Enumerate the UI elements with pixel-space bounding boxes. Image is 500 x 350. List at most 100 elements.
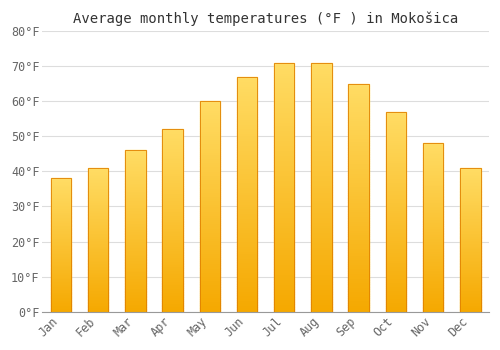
Bar bbox=[423, 192, 444, 194]
Bar bbox=[348, 252, 369, 255]
Bar bbox=[460, 273, 480, 274]
Bar bbox=[125, 220, 146, 221]
Bar bbox=[274, 85, 294, 88]
Bar bbox=[348, 275, 369, 278]
Bar bbox=[200, 175, 220, 177]
Bar bbox=[88, 184, 108, 185]
Bar bbox=[237, 284, 258, 286]
Bar bbox=[274, 130, 294, 132]
Bar bbox=[460, 230, 480, 231]
Bar bbox=[88, 270, 108, 272]
Bar bbox=[125, 228, 146, 230]
Bar bbox=[51, 299, 71, 300]
Bar bbox=[125, 176, 146, 178]
Bar bbox=[237, 258, 258, 260]
Bar bbox=[51, 190, 71, 192]
Bar bbox=[162, 279, 183, 281]
Bar bbox=[162, 140, 183, 142]
Bar bbox=[162, 153, 183, 155]
Bar bbox=[125, 210, 146, 212]
Bar bbox=[423, 265, 444, 266]
Bar bbox=[348, 120, 369, 122]
Bar bbox=[51, 266, 71, 268]
Bar bbox=[51, 253, 71, 254]
Bar bbox=[88, 237, 108, 238]
Bar bbox=[237, 187, 258, 189]
Bar bbox=[200, 236, 220, 238]
Bar bbox=[200, 221, 220, 223]
Bar bbox=[51, 294, 71, 296]
Bar bbox=[51, 204, 71, 205]
Bar bbox=[200, 200, 220, 202]
Bar bbox=[162, 135, 183, 136]
Bar bbox=[460, 231, 480, 233]
Bar bbox=[237, 251, 258, 253]
Bar bbox=[423, 260, 444, 261]
Bar bbox=[348, 241, 369, 243]
Bar bbox=[51, 307, 71, 308]
Bar bbox=[125, 170, 146, 171]
Bar bbox=[311, 270, 332, 272]
Bar bbox=[162, 281, 183, 282]
Bar bbox=[348, 209, 369, 211]
Bar bbox=[88, 221, 108, 223]
Bar bbox=[51, 243, 71, 244]
Bar bbox=[51, 304, 71, 305]
Bar bbox=[274, 165, 294, 167]
Bar bbox=[125, 168, 146, 170]
Bar bbox=[237, 218, 258, 220]
Bar bbox=[237, 110, 258, 112]
Bar bbox=[274, 180, 294, 182]
Bar bbox=[125, 246, 146, 247]
Bar bbox=[423, 163, 444, 165]
Bar bbox=[88, 286, 108, 287]
Bar bbox=[125, 209, 146, 210]
Bar bbox=[51, 260, 71, 261]
Bar bbox=[200, 145, 220, 147]
Bar bbox=[200, 219, 220, 221]
Bar bbox=[125, 178, 146, 180]
Bar bbox=[237, 114, 258, 117]
Bar bbox=[237, 197, 258, 199]
Bar bbox=[51, 264, 71, 265]
Bar bbox=[237, 166, 258, 168]
Bar bbox=[200, 135, 220, 137]
Bar bbox=[348, 189, 369, 191]
Bar bbox=[274, 287, 294, 289]
Bar bbox=[125, 204, 146, 205]
Bar bbox=[460, 214, 480, 215]
Bar bbox=[311, 160, 332, 162]
Bar bbox=[311, 225, 332, 227]
Bar bbox=[88, 212, 108, 214]
Bar bbox=[237, 194, 258, 197]
Bar bbox=[162, 155, 183, 157]
Bar bbox=[162, 186, 183, 188]
Bar bbox=[88, 185, 108, 187]
Bar bbox=[125, 249, 146, 251]
Bar bbox=[51, 273, 71, 274]
Bar bbox=[200, 213, 220, 215]
Bar bbox=[274, 309, 294, 312]
Bar bbox=[237, 286, 258, 288]
Bar bbox=[162, 220, 183, 222]
Bar bbox=[348, 154, 369, 157]
Bar bbox=[348, 234, 369, 237]
Bar bbox=[162, 149, 183, 151]
Bar bbox=[386, 194, 406, 196]
Bar bbox=[460, 215, 480, 217]
Bar bbox=[348, 97, 369, 100]
Bar bbox=[162, 262, 183, 264]
Bar bbox=[386, 228, 406, 230]
Bar bbox=[460, 276, 480, 277]
Bar bbox=[348, 102, 369, 104]
Bar bbox=[200, 299, 220, 301]
Bar bbox=[88, 276, 108, 277]
Bar bbox=[386, 120, 406, 122]
Bar bbox=[200, 194, 220, 196]
Bar bbox=[125, 218, 146, 220]
Bar bbox=[200, 169, 220, 171]
Bar bbox=[423, 219, 444, 221]
Bar bbox=[348, 211, 369, 214]
Bar bbox=[311, 207, 332, 210]
Bar bbox=[162, 286, 183, 288]
